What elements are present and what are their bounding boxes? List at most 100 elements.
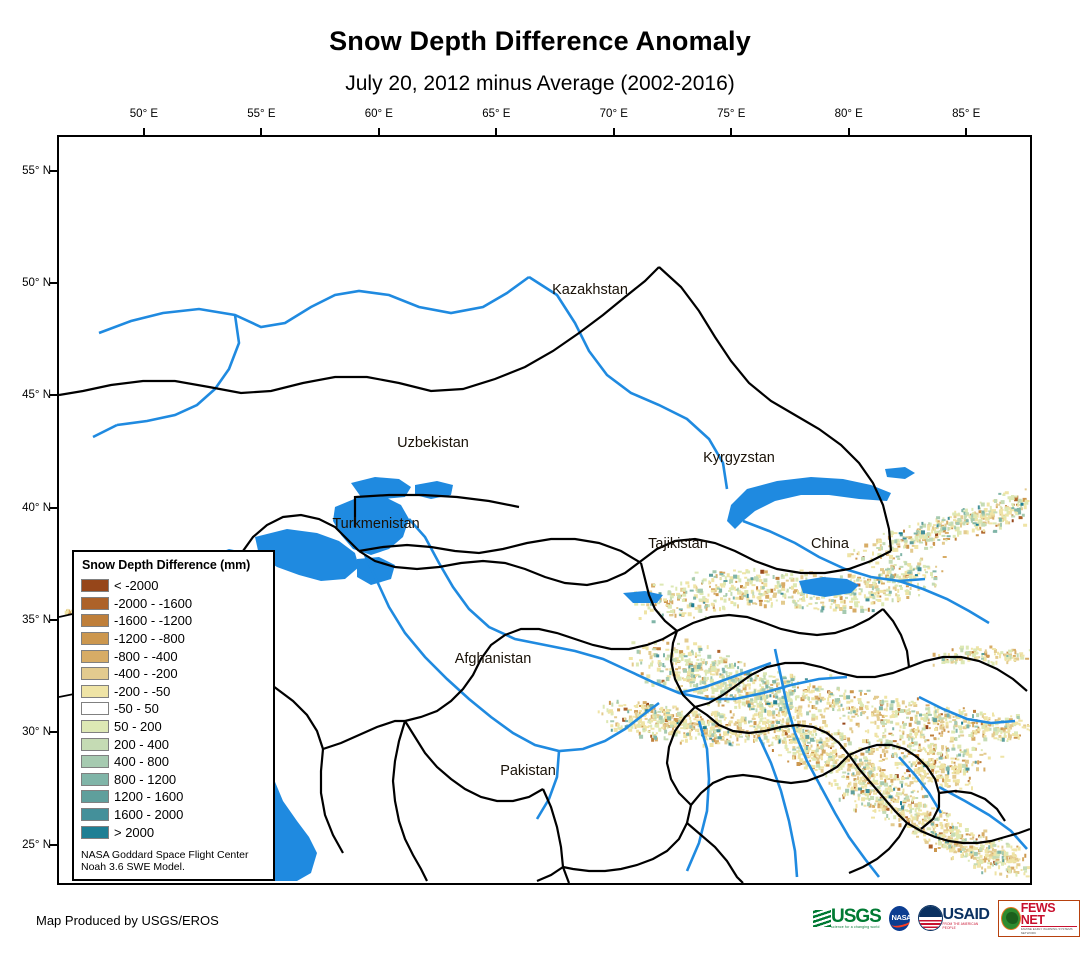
legend-note-line-2: Noah 3.6 SWE Model. bbox=[81, 861, 185, 874]
legend-color-swatch bbox=[81, 596, 109, 610]
raster-class-5 bbox=[70, 488, 1030, 878]
legend-color-swatch bbox=[81, 684, 109, 698]
legend-class-label: 200 - 400 bbox=[114, 736, 169, 752]
water-bodies bbox=[163, 467, 915, 881]
latitude-tick-label: 50° N bbox=[22, 277, 51, 290]
latitude-tick-label: 55° N bbox=[22, 164, 51, 177]
legend-class-row[interactable]: 800 - 1200 bbox=[81, 771, 266, 789]
fewsnet-tagline: FAMINE EARLY WARNING SYSTEMS NETWORK bbox=[1020, 926, 1073, 935]
legend-class-label: -50 - 50 bbox=[114, 701, 159, 717]
usgs-wave-icon bbox=[813, 909, 831, 927]
country-label-kyrgyzstan: Kyrgyzstan bbox=[703, 450, 775, 466]
legend-class-row[interactable]: -50 - 50 bbox=[81, 700, 266, 718]
longitude-tick-mark bbox=[495, 128, 498, 135]
latitude-tick-mark bbox=[50, 169, 57, 172]
page-title: Snow Depth Difference Anomaly bbox=[329, 26, 751, 56]
legend-class-row[interactable]: -1600 - -1200 bbox=[81, 612, 266, 630]
longitude-tick-label: 50° E bbox=[129, 108, 159, 120]
legend-class-label: 800 - 1200 bbox=[114, 771, 177, 787]
country-label-china: China bbox=[811, 536, 849, 552]
latitude-tick-mark bbox=[50, 731, 57, 734]
legend-class-label: -200 - -50 bbox=[114, 683, 171, 699]
latitude-tick-mark bbox=[50, 619, 57, 622]
legend-color-swatch bbox=[81, 632, 109, 646]
legend-class-row[interactable]: -200 - -50 bbox=[81, 683, 266, 701]
longitude-tick-mark bbox=[847, 128, 850, 135]
usgs-wordmark: USGS bbox=[831, 905, 882, 927]
fewsnet-globe-icon bbox=[1001, 906, 1021, 930]
legend-class-label: -800 - -400 bbox=[114, 648, 178, 664]
longitude-tick-mark bbox=[965, 128, 968, 135]
legend-class-label: 1600 - 2000 bbox=[114, 807, 184, 823]
country-borders bbox=[59, 266, 1030, 883]
longitude-tick-label: 55° E bbox=[247, 108, 276, 120]
longitude-tick-label: 60° E bbox=[364, 108, 393, 120]
latitude-tick-mark bbox=[50, 282, 57, 285]
legend-class-label: -1600 - -1200 bbox=[114, 613, 193, 629]
legend-color-swatch bbox=[81, 755, 109, 769]
legend-class-label: 50 - 200 bbox=[114, 719, 162, 735]
fewsnet-wordmark: FEWS NET bbox=[1020, 901, 1077, 927]
legend-color-swatch bbox=[81, 772, 109, 786]
longitude-tick-mark bbox=[730, 128, 733, 135]
agency-logo-bar: USGS science for a changing world NASA U… bbox=[813, 899, 1080, 937]
legend-class-row[interactable]: 1600 - 2000 bbox=[81, 806, 266, 824]
country-label-kazakhstan: Kazakhstan bbox=[552, 282, 628, 298]
legend-color-swatch bbox=[81, 790, 109, 804]
legend-panel[interactable]: Snow Depth Difference (mm) < -2000 -2000 … bbox=[72, 550, 275, 881]
country-label-tajikistan: Tajikistan bbox=[648, 536, 708, 552]
nasa-wordmark: NASA bbox=[891, 912, 910, 922]
usgs-tagline: science for a changing world bbox=[831, 924, 880, 929]
legend-source-note: NASA Goddard Space Flight Center Noah 3.… bbox=[81, 849, 266, 874]
country-label-turkmenistan: Turkmenistan bbox=[332, 516, 420, 532]
legend-note-line-1: NASA Goddard Space Flight Center bbox=[81, 848, 249, 861]
legend-color-swatch bbox=[81, 649, 109, 663]
page-subtitle: July 20, 2012 minus Average (2002-2016) bbox=[345, 72, 735, 95]
legend-color-swatch bbox=[81, 720, 109, 734]
usgs-logo: USGS science for a changing world bbox=[813, 905, 882, 929]
latitude-tick-label: 35° N bbox=[22, 614, 51, 627]
legend-class-label: -1200 - -800 bbox=[114, 631, 185, 647]
raster-class-8 bbox=[88, 494, 1030, 877]
legend-class-row[interactable]: 1200 - 1600 bbox=[81, 788, 266, 806]
legend-class-row[interactable]: -800 - -400 bbox=[81, 647, 266, 665]
legend-color-swatch bbox=[81, 808, 109, 822]
latitude-tick-label: 45° N bbox=[22, 389, 51, 402]
legend-class-label: 1200 - 1600 bbox=[114, 789, 184, 805]
country-label-afghanistan: Afghanistan bbox=[454, 651, 532, 667]
legend-class-label: > 2000 bbox=[114, 824, 155, 840]
longitude-tick-mark bbox=[260, 128, 263, 135]
legend-class-row[interactable]: > 2000 bbox=[81, 823, 266, 841]
usaid-logo: USAID FROM THE AMERICAN PEOPLE bbox=[917, 905, 991, 931]
legend-class-row[interactable]: < -2000 bbox=[81, 577, 266, 595]
legend-color-swatch bbox=[81, 702, 109, 716]
country-label-pakistan: Pakistan bbox=[500, 763, 556, 779]
legend-class-label: 400 - 800 bbox=[114, 754, 169, 770]
longitude-tick-mark bbox=[377, 128, 380, 135]
legend-color-swatch bbox=[81, 825, 109, 839]
fewsnet-logo: FEWS NET FAMINE EARLY WARNING SYSTEMS NE… bbox=[998, 899, 1080, 937]
legend-class-row[interactable]: -1200 - -800 bbox=[81, 630, 266, 648]
longitude-tick-label: 70° E bbox=[599, 108, 628, 120]
snow-anomaly-raster bbox=[64, 488, 1030, 878]
longitude-tick-label: 85° E bbox=[952, 108, 981, 120]
legend-color-swatch bbox=[81, 579, 109, 593]
legend-class-row[interactable]: 400 - 800 bbox=[81, 753, 266, 771]
legend-class-row[interactable]: 50 - 200 bbox=[81, 718, 266, 736]
legend-class-row[interactable]: -400 - -200 bbox=[81, 665, 266, 683]
longitude-tick-label: 65° E bbox=[482, 108, 511, 120]
longitude-tick-label: 80° E bbox=[834, 108, 863, 120]
legend-class-row[interactable]: 200 - 400 bbox=[81, 735, 266, 753]
nasa-logo: NASA bbox=[888, 905, 910, 931]
legend-color-swatch bbox=[81, 737, 109, 751]
legend-color-swatch bbox=[81, 667, 109, 681]
rivers bbox=[92, 275, 1028, 878]
legend-title: Snow Depth Difference (mm) bbox=[82, 558, 251, 572]
legend-class-row[interactable]: -2000 - -1600 bbox=[81, 595, 266, 613]
country-label-uzbekistan: Uzbekistan bbox=[397, 435, 469, 451]
usaid-wordmark: USAID bbox=[942, 905, 990, 923]
latitude-tick-label: 25° N bbox=[22, 838, 51, 851]
legend-color-swatch bbox=[81, 614, 109, 628]
usaid-seal-icon bbox=[917, 905, 943, 931]
